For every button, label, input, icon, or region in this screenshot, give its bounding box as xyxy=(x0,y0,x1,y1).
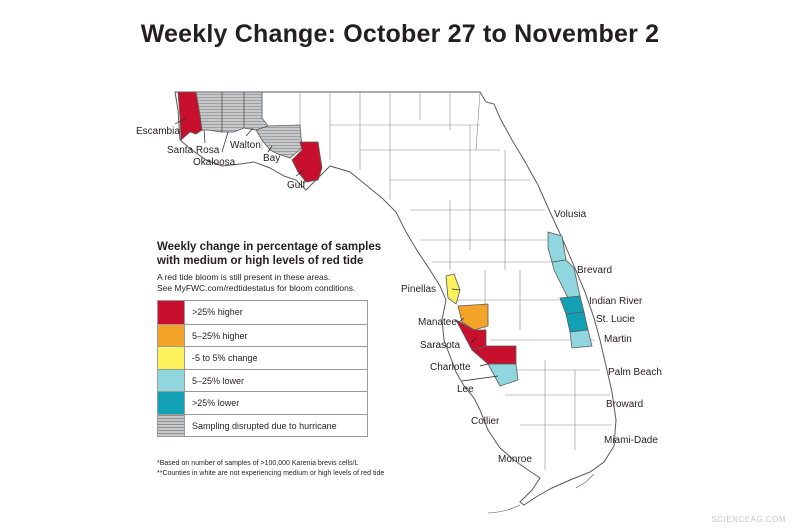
legend-label: >25% lower xyxy=(192,398,240,408)
legend-label: 5–25% lower xyxy=(192,375,245,386)
label-brevard: Brevard xyxy=(577,265,612,276)
florida-outline xyxy=(174,91,617,506)
legend-label: >25% higher xyxy=(192,307,243,317)
label-collier: Collier xyxy=(471,416,500,427)
label-pinellas: Pinellas xyxy=(401,284,436,295)
legend-swatch xyxy=(158,414,185,436)
county-st-lucie xyxy=(565,311,589,333)
label-monroe: Monroe xyxy=(498,454,532,465)
label-lee: Lee xyxy=(457,384,474,395)
florida-keys xyxy=(487,473,595,514)
county-volusia xyxy=(547,231,567,263)
label-bay: Bay xyxy=(263,153,280,164)
legend-swatch xyxy=(158,301,185,324)
label-charlotte: Charlotte xyxy=(430,362,471,373)
legend-row: >25% higher xyxy=(158,301,367,324)
legend-swatch xyxy=(158,324,185,346)
legend-swatch xyxy=(158,347,185,369)
label-palm-beach: Palm Beach xyxy=(608,367,662,378)
label-st-lucie: St. Lucie xyxy=(596,314,635,325)
legend-row: 5–25% lower xyxy=(158,368,367,391)
label-sarasota: Sarasota xyxy=(420,340,460,351)
label-miami-dade: Miami-Dade xyxy=(604,435,658,446)
legend-heading: Weekly change in percentage of samples w… xyxy=(157,241,382,267)
map-title: Weekly Change: October 27 to November 2 xyxy=(140,20,660,48)
legend-swatch xyxy=(158,369,185,391)
county-bay xyxy=(255,124,303,159)
footnote-2: **Counties in white are not experiencing… xyxy=(157,470,385,477)
label-martin: Martin xyxy=(604,334,632,345)
label-santa-rosa: Santa Rosa xyxy=(167,145,220,156)
label-okaloosa: Okaloosa xyxy=(193,157,236,168)
legend-row: -5 to 5% change xyxy=(158,346,367,369)
county-gulf xyxy=(291,141,323,183)
legend-label: 5–25% higher xyxy=(192,330,248,341)
legend-table: >25% higher 5–25% higher -5 to 5% change… xyxy=(157,300,368,437)
label-volusia: Volusia xyxy=(554,209,587,220)
legend-label: -5 to 5% change xyxy=(192,353,258,363)
footnote-1: *Based on number of samples of >100,000 … xyxy=(157,460,359,467)
county-manatee xyxy=(457,303,489,331)
legend-note-line-2: See MyFWC.com/redtidestatus for bloom co… xyxy=(157,283,356,293)
county-charlotte xyxy=(471,345,517,365)
county-sarasota xyxy=(455,318,487,351)
label-gulf: Gulf xyxy=(287,180,306,191)
county-lee xyxy=(487,363,519,387)
label-escambia: Escambia xyxy=(136,126,180,137)
legend-note-line-1: A red tide bloom is still present in the… xyxy=(157,272,331,282)
legend-label: Sampling disrupted due to hurricane xyxy=(192,420,337,431)
label-indian-river: Indian River xyxy=(589,296,643,307)
label-broward: Broward xyxy=(606,399,643,410)
legend-row: >25% lower xyxy=(158,391,367,414)
legend-row: 5–25% higher xyxy=(158,323,367,346)
watermark: SCIENCEAG.COM xyxy=(711,515,786,524)
legend-row: Sampling disrupted due to hurricane xyxy=(158,413,367,436)
label-walton: Walton xyxy=(230,140,261,151)
footnotes: *Based on number of samples of >100,000 … xyxy=(157,459,384,479)
legend-note: A red tide bloom is still present in the… xyxy=(157,272,387,294)
leader-lines xyxy=(174,117,499,382)
map-legend: Weekly change in percentage of samples w… xyxy=(157,240,387,437)
county-martin xyxy=(569,329,593,349)
legend-swatch xyxy=(158,392,185,414)
label-manatee: Manatee xyxy=(418,317,457,328)
county-okaloosa xyxy=(221,91,245,133)
